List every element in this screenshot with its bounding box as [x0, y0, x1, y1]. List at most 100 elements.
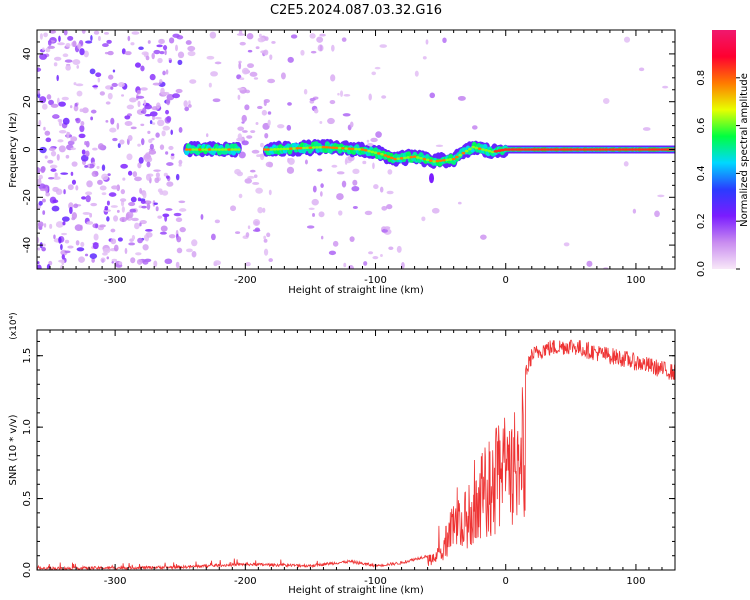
heatmap-cell [480, 234, 487, 240]
heatmap-cell [267, 111, 272, 115]
ridge-core [321, 145, 326, 149]
heatmap-cell [61, 232, 68, 236]
heatmap-cell [116, 122, 120, 130]
heatmap-cell [53, 62, 58, 67]
snr-frame [36, 329, 676, 571]
x-tick-label: -100 [364, 576, 387, 587]
heatmap-cell [247, 225, 251, 230]
heatmap-cell [261, 109, 268, 116]
heatmap-cell [331, 44, 335, 52]
heatmap-cell [96, 165, 100, 169]
heatmap-cell [642, 127, 651, 131]
heatmap-cell [586, 260, 593, 267]
heatmap-cell [137, 143, 141, 147]
ridge-core [295, 147, 300, 150]
heatmap-cell [101, 173, 109, 181]
heatmap-cell [442, 37, 447, 44]
heatmap-cell [372, 162, 375, 170]
heatmap-cell [214, 219, 220, 224]
heatmap-cell [136, 90, 141, 95]
heatmap-cell [245, 261, 251, 267]
ridge-core [197, 148, 202, 151]
heatmap-cell [155, 206, 159, 212]
heatmap-cell [50, 168, 57, 172]
ridge-core [263, 148, 267, 151]
heatmap-y-ticks: -40 -20 0 20 40 [22, 29, 675, 270]
heatmap-cell [331, 164, 338, 168]
ridge-core [188, 148, 192, 151]
heatmap-cell [72, 40, 77, 48]
heatmap-cell [139, 222, 142, 227]
heatmap-cell [247, 175, 255, 179]
heatmap-cell [386, 204, 393, 210]
heatmap-cell [58, 259, 65, 263]
heatmap-cell [140, 200, 146, 204]
heatmap-cell [138, 46, 144, 50]
heatmap-cell [339, 90, 344, 97]
heatmap-cell [38, 200, 43, 206]
heatmap-cell [287, 56, 294, 63]
heatmap-cell [134, 62, 142, 68]
heatmap-cell [309, 97, 316, 102]
heatmap-cell [74, 224, 83, 232]
heatmap-cell [244, 104, 250, 111]
heatmap-cell [69, 105, 73, 109]
heatmap-cell [303, 88, 308, 95]
heatmap-cell [253, 77, 259, 80]
heatmap-cell [37, 236, 40, 244]
heatmap-cell [112, 137, 118, 142]
heatmap-cell [308, 207, 315, 211]
ridge-core [223, 148, 228, 151]
heatmap-cell [263, 248, 269, 256]
heatmap-cell [163, 91, 170, 96]
heatmap-cell [143, 234, 148, 241]
heatmap-cell [111, 261, 114, 264]
heatmap-cell [153, 49, 161, 55]
y-tick-label: 0 [22, 146, 33, 152]
heatmap-cell [84, 141, 88, 146]
heatmap-cell [102, 43, 109, 48]
heatmap-cell [208, 82, 212, 88]
heatmap-cell [143, 200, 152, 205]
heatmap-cell [65, 42, 71, 48]
heatmap-cell [253, 174, 258, 178]
heatmap-cell [153, 169, 161, 172]
ridge-core [422, 157, 427, 161]
heatmap-cell [124, 115, 131, 120]
heatmap-cell [58, 35, 61, 42]
x-tick-label: 100 [626, 275, 645, 286]
heatmap-cell [99, 91, 105, 96]
heatmap-cell [662, 85, 669, 89]
heatmap-cell [57, 42, 65, 46]
heatmap-cell [47, 159, 54, 164]
heatmap-cell [380, 253, 383, 257]
heatmap-cell [374, 66, 381, 70]
heatmap-cell [280, 72, 286, 80]
heatmap-cell [170, 153, 175, 157]
heatmap-cell [58, 130, 67, 134]
heatmap-cell [76, 64, 80, 69]
heatmap-cell [172, 93, 181, 99]
heatmap-cell [175, 88, 183, 94]
ridge-core [194, 148, 199, 151]
heatmap-cell [52, 114, 60, 118]
heatmap-cell [155, 172, 160, 178]
heatmap-cell [61, 254, 65, 260]
heatmap-cell [82, 211, 91, 215]
heatmap-cell [55, 221, 64, 228]
heatmap-cell [247, 49, 253, 53]
figure-title: C2E5.2024.087.03.32.G16 [270, 3, 442, 18]
ridge-core [292, 147, 296, 150]
heatmap-cell [58, 101, 66, 107]
heatmap-cell [381, 95, 387, 99]
heatmap-cell [54, 172, 58, 177]
heatmap-cell [110, 228, 116, 233]
heatmap-cell [63, 189, 66, 195]
heatmap-cell [67, 35, 74, 41]
heatmap-cell [101, 192, 107, 196]
ridge-core [471, 145, 475, 149]
y-tick-label: -20 [22, 189, 33, 205]
heatmap-cell [246, 135, 253, 139]
heatmap-cell [120, 163, 128, 169]
